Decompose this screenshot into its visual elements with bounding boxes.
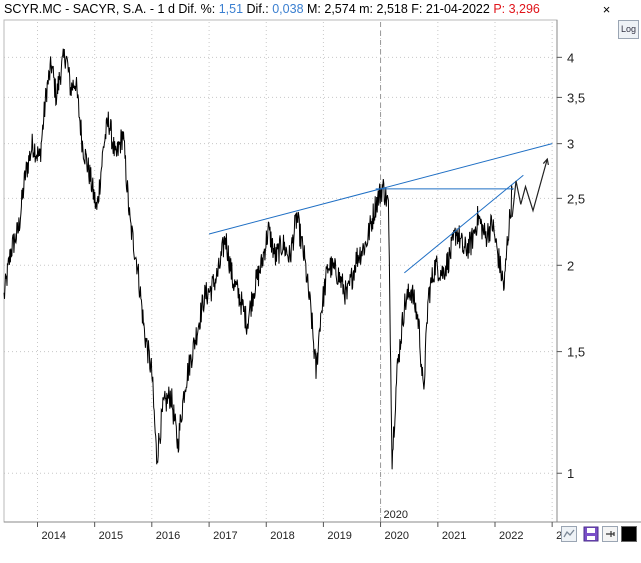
zoom-fit-icon[interactable] (561, 526, 577, 542)
min-label: m: (359, 2, 374, 16)
max-label: M: (307, 2, 321, 16)
series-layer (3, 48, 513, 470)
x-tick-label: 2016 (156, 530, 180, 542)
y-tick-label: 2,5 (567, 191, 585, 206)
x-tick-label: 2019 (327, 530, 351, 542)
y-tick-label: 1 (567, 466, 574, 481)
plot-frame (3, 19, 558, 523)
y-tick-label: 4 (567, 50, 574, 65)
x-tick-label: 2020 (385, 530, 409, 542)
axes-layer (3, 19, 641, 523)
x-tick-label: 2014 (42, 530, 66, 542)
pin-icon[interactable] (602, 526, 618, 542)
price-value: : 3,296 (501, 2, 540, 16)
date-label: F: (411, 2, 423, 16)
projection-path (511, 158, 548, 217)
x-tick-label: 2 (556, 530, 562, 542)
x-tick-label: 2021 (442, 530, 466, 542)
projection-arrowhead (542, 157, 549, 166)
trendline (404, 174, 524, 274)
y-tick-label: 2 (567, 258, 574, 273)
max-value: 2,574 (324, 2, 356, 16)
grid-layer (4, 22, 557, 522)
date-value: 21-04-2022 (425, 2, 490, 16)
dif-pct-label: Dif. %: (178, 2, 216, 16)
dif-value: 0,038 (272, 2, 304, 16)
x-tick-label: 2017 (213, 530, 237, 542)
y-tick-label: 3,5 (567, 90, 585, 105)
cursor-date-label: 2020 (384, 509, 408, 521)
save-icon[interactable] (583, 526, 599, 542)
symbol-label: SCYR.MC - SACYR, S.A. - (4, 2, 155, 16)
min-value: 2,518 (376, 2, 408, 16)
chart-header: SCYR.MC - SACYR, S.A. - 1 d Dif. %: 1,51… (4, 2, 540, 20)
x-tick-label: 2015 (99, 530, 123, 542)
log-scale-button[interactable]: Log (618, 20, 639, 39)
x-tick-label: 2018 (270, 530, 294, 542)
color-swatch-icon[interactable] (621, 526, 637, 542)
y-tick-label: 3 (567, 137, 574, 152)
price-label: P (493, 2, 502, 16)
period-label: 1 d (157, 2, 175, 16)
price-series-line (3, 48, 513, 470)
annotation-layer (208, 143, 553, 274)
tick-layer: 4 3,5 3 2,5 2 1,5 1 2014 2015 2016 2017 2018 2019 202… (37, 50, 585, 542)
dif-label: Dif.: (246, 2, 269, 16)
close-button[interactable]: × (602, 2, 611, 17)
y-tick-label: 1,5 (567, 345, 585, 360)
x-tick-label: 2022 (499, 530, 523, 542)
dif-pct-value: 1,51 (218, 2, 244, 16)
